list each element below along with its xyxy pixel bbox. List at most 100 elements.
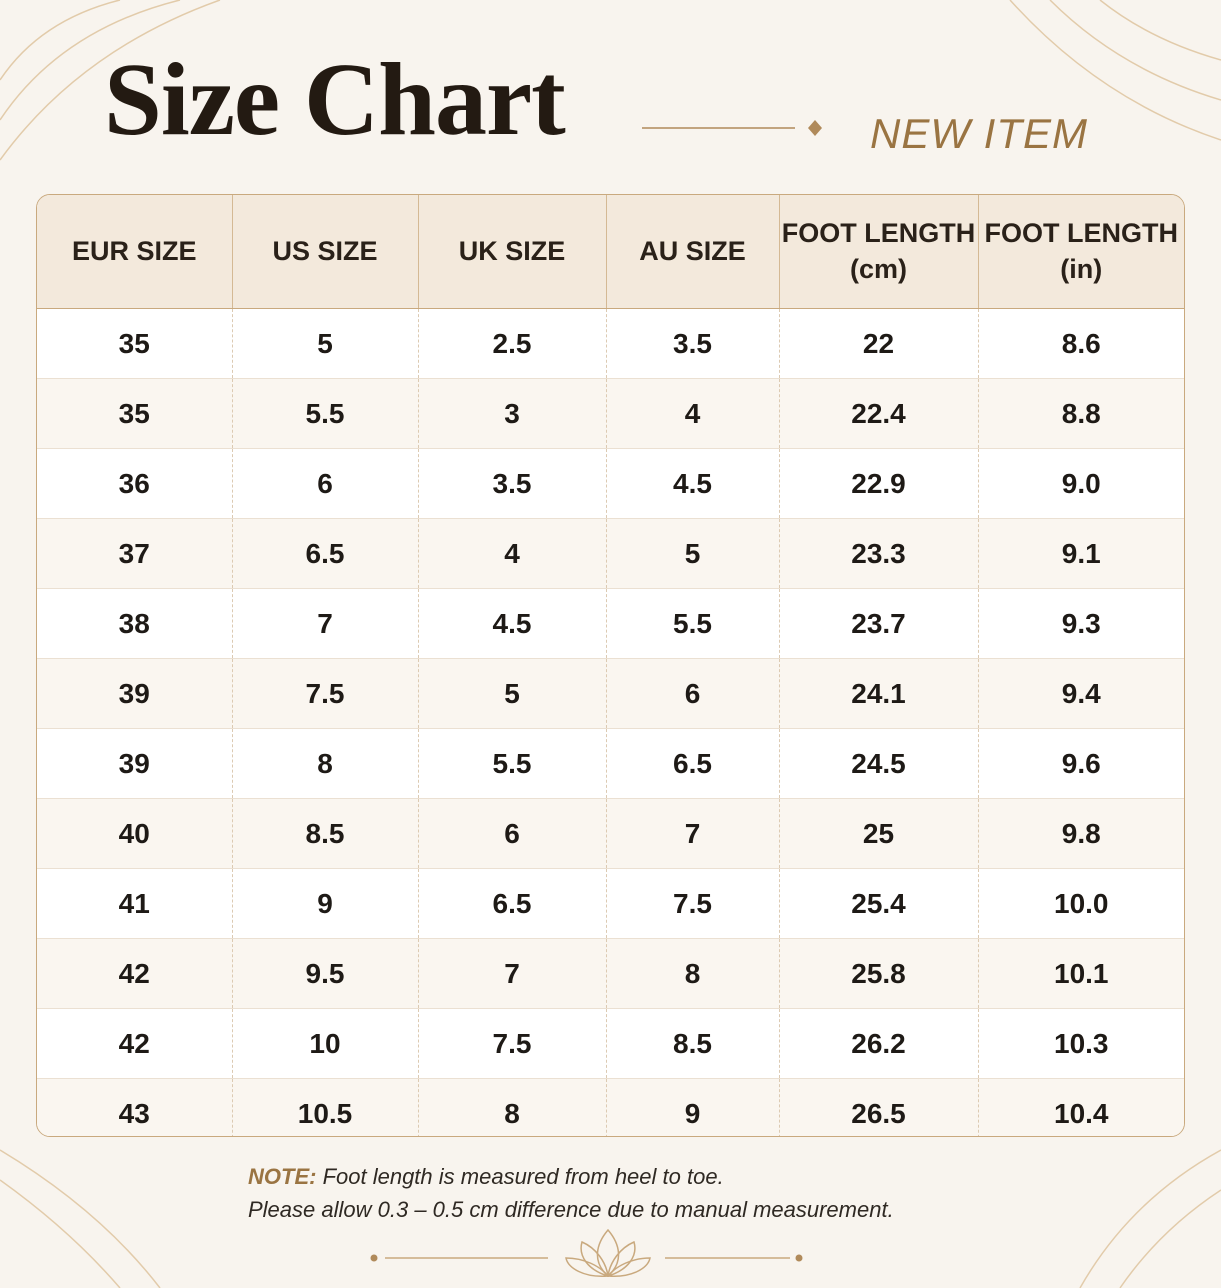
table-cell: 9.3 [978,588,1184,659]
table-row: 36 6 3.5 4.5 22.9 9.0 [37,448,1184,519]
table-row: 42 10 7.5 8.5 26.2 10.3 [37,1008,1184,1079]
table-cell: 22.9 [779,448,979,519]
table-cell: 35 [37,308,233,379]
table-cell: 3.5 [418,448,607,519]
table-cell: 23.7 [779,588,979,659]
table-cell: 6.5 [418,868,607,939]
table-cell: 8 [606,938,780,1009]
header-row: EUR SIZE US SIZE UK SIZE AU SIZE FOOT LENGTH… [37,195,1184,309]
table-cell: 7.5 [418,1008,607,1079]
table-cell: 4 [606,378,780,449]
table-cell: 10.1 [978,938,1184,1009]
table-cell: 9.5 [232,938,419,1009]
header-line: US SIZE [272,235,378,266]
header-line: (in) [1060,253,1103,284]
table-cell: 4.5 [606,448,780,519]
table-cell: 5 [232,308,419,379]
table-cell: 8 [418,1078,607,1136]
table-row: 43 10.5 8 9 26.5 10.4 [37,1078,1184,1136]
table-cell: 43 [37,1078,233,1136]
table-cell: 10.0 [978,868,1184,939]
table-cell: 41 [37,868,233,939]
header-line: EUR SIZE [71,235,197,266]
table-cell: 39 [37,658,233,729]
table-row: 37 6.5 4 5 23.3 9.1 [37,518,1184,589]
table-cell: 4 [418,518,607,589]
table-cell: 5 [418,658,607,729]
table-cell: 9 [606,1078,780,1136]
table-cell: 2.5 [418,308,607,379]
table-cell: 8.8 [978,378,1184,449]
table-cell: 8.5 [606,1008,780,1079]
table-cell: 10.5 [232,1078,419,1136]
table-cell: 7 [606,798,780,869]
table-cell: 25.8 [779,938,979,1009]
table-row: 40 8.5 6 7 25 9.8 [37,798,1184,869]
table-cell: 10.4 [978,1078,1184,1136]
table-cell: 39 [37,728,233,799]
table-cell: 24.5 [779,728,979,799]
table-cell: 9.8 [978,798,1184,869]
column-header: AU SIZE [606,195,780,309]
table-cell: 38 [37,588,233,659]
table-cell: 23.3 [779,518,979,589]
table-cell: 24.1 [779,658,979,729]
table-cell: 8 [232,728,419,799]
table-cell: 6 [418,798,607,869]
table-cell: 6 [232,448,419,519]
table-cell: 3 [418,378,607,449]
table-cell: 8.5 [232,798,419,869]
header-line: AU SIZE [639,235,746,266]
badge: NEW ITEM [870,110,1088,157]
table-cell: 5.5 [232,378,419,449]
table-cell: 5.5 [606,588,780,659]
table-cell: 5.5 [418,728,607,799]
table-cell: 22 [779,308,979,379]
table-cell: 9.6 [978,728,1184,799]
table-cell: 9.1 [978,518,1184,589]
table-cell: 35 [37,378,233,449]
table-cell: 26.2 [779,1008,979,1079]
table-cell: 7.5 [606,868,780,939]
column-header: EUR SIZE [37,195,233,309]
note: NOTE: Foot length is measured from heel … [248,1160,894,1226]
table-cell: 7 [418,938,607,1009]
table-cell: 6.5 [606,728,780,799]
table-cell: 37 [37,518,233,589]
table-cell: 9.4 [978,658,1184,729]
table-cell: 7 [232,588,419,659]
table-cell: 42 [37,1008,233,1079]
note-label: NOTE: [248,1164,317,1189]
table-cell: 10 [232,1008,419,1079]
table-row: 39 7.5 5 6 24.1 9.4 [37,658,1184,729]
table-cell: 36 [37,448,233,519]
table: EUR SIZE US SIZE UK SIZE AU SIZE FOOT LENGTH… [37,195,1184,1136]
table-row: 38 7 4.5 5.5 23.7 9.3 [37,588,1184,659]
table-row: 41 9 6.5 7.5 25.4 10.0 [37,868,1184,939]
column-header: FOOT LENGTH (cm) [779,195,979,309]
size-table: EUR SIZE US SIZE UK SIZE AU SIZE FOOT LENGTH… [36,194,1185,1137]
table-cell: 3.5 [606,308,780,379]
table-cell: 22.4 [779,378,979,449]
table-cell: 40 [37,798,233,869]
table-cell: 6.5 [232,518,419,589]
header-line: FOOT LENGTH [984,218,1178,249]
table-row: 35 5 2.5 3.5 22 8.6 [37,308,1184,379]
note-text: Please allow 0.3 – 0.5 cm difference due… [248,1197,894,1222]
table-cell: 4.5 [418,588,607,659]
table-cell: 25 [779,798,979,869]
table-cell: 10.3 [978,1008,1184,1079]
table-cell: 26.5 [779,1078,979,1136]
column-header: UK SIZE [418,195,607,309]
table-cell: 9 [232,868,419,939]
table-cell: 7.5 [232,658,419,729]
table-cell: 9.0 [978,448,1184,519]
column-header: US SIZE [232,195,419,309]
header-line: FOOT LENGTH [781,218,976,249]
note-line: NOTE: Foot length is measured from heel … [248,1160,894,1193]
table-cell: 42 [37,938,233,1009]
column-header: FOOT LENGTH (in) [978,195,1184,309]
title: Size Chart [104,42,566,157]
